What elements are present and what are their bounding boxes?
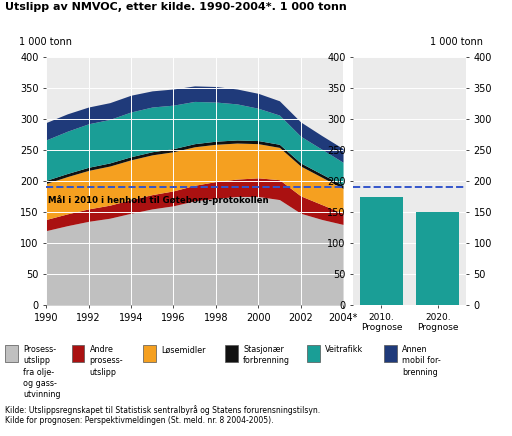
Text: Stasjonær
forbrenning: Stasjonær forbrenning — [243, 345, 290, 365]
Text: 1 000 tonn: 1 000 tonn — [430, 37, 483, 47]
Text: Veitrafikk: Veitrafikk — [325, 345, 364, 354]
Text: 1 000 tonn: 1 000 tonn — [19, 37, 72, 47]
Text: Løsemidler: Løsemidler — [161, 345, 206, 354]
Bar — [360, 197, 403, 305]
Text: Mål i 2010 i henhold til Gøteborg-protokollen: Mål i 2010 i henhold til Gøteborg-protok… — [48, 195, 269, 204]
Text: Prosess-
utslipp
fra olje-
og gass-
utvinning: Prosess- utslipp fra olje- og gass- utvi… — [23, 345, 60, 399]
Text: Annen
mobil for-
brenning: Annen mobil for- brenning — [402, 345, 441, 377]
Text: Kilde: Utslippsregnskapet til Statistisk sentralbyrå og Statens forurensningstil: Kilde: Utslippsregnskapet til Statistisk… — [5, 405, 320, 425]
Bar — [416, 212, 459, 305]
Text: Andre
prosess-
utslipp: Andre prosess- utslipp — [90, 345, 123, 377]
Text: Utslipp av NMVOC, etter kilde. 1990-2004*. 1 000 tonn: Utslipp av NMVOC, etter kilde. 1990-2004… — [5, 2, 347, 12]
